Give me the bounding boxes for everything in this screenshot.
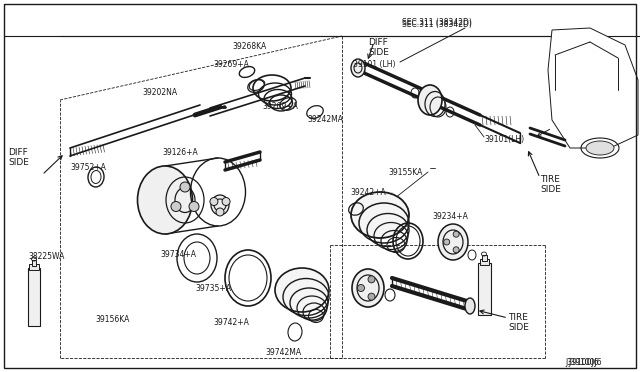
- Text: 39268KA: 39268KA: [232, 42, 266, 51]
- Circle shape: [358, 285, 365, 292]
- Ellipse shape: [586, 141, 614, 155]
- Ellipse shape: [351, 192, 409, 238]
- Text: 39752+A: 39752+A: [70, 163, 106, 172]
- Circle shape: [453, 247, 459, 253]
- Text: 39734+A: 39734+A: [160, 250, 196, 259]
- Text: DIFF
SIDE: DIFF SIDE: [8, 148, 29, 167]
- Text: 39156KA: 39156KA: [95, 315, 129, 324]
- Text: 39202NA: 39202NA: [142, 88, 177, 97]
- Ellipse shape: [418, 85, 442, 115]
- Text: 39269+A: 39269+A: [262, 102, 298, 111]
- Text: 38225WA: 38225WA: [28, 252, 65, 261]
- Circle shape: [216, 208, 224, 216]
- Text: 39101 (LH): 39101 (LH): [353, 60, 396, 69]
- Ellipse shape: [438, 224, 468, 260]
- Text: TIRE
SIDE: TIRE SIDE: [508, 313, 529, 333]
- Text: TIRE
SIDE: TIRE SIDE: [540, 175, 561, 195]
- Text: 39126+A: 39126+A: [162, 148, 198, 157]
- Text: 39242+A: 39242+A: [350, 188, 386, 197]
- Text: 39742MA: 39742MA: [265, 348, 301, 357]
- Circle shape: [189, 202, 199, 212]
- Circle shape: [453, 231, 459, 237]
- Ellipse shape: [275, 268, 329, 312]
- Ellipse shape: [352, 269, 384, 307]
- Ellipse shape: [138, 166, 193, 234]
- Circle shape: [444, 239, 450, 245]
- Text: 39735+A: 39735+A: [195, 284, 231, 293]
- Bar: [480, 259, 489, 265]
- Ellipse shape: [211, 195, 229, 215]
- Circle shape: [210, 198, 218, 205]
- Polygon shape: [548, 28, 638, 148]
- Text: DIFF
SIDE: DIFF SIDE: [368, 38, 389, 57]
- Circle shape: [222, 198, 230, 205]
- Text: SEC.311 (38342D): SEC.311 (38342D): [402, 18, 472, 27]
- Text: 39742+A: 39742+A: [213, 318, 249, 327]
- Text: 39101(LH): 39101(LH): [484, 135, 524, 144]
- Text: J39100J6: J39100J6: [565, 358, 598, 367]
- Text: J39100J6: J39100J6: [568, 358, 602, 367]
- Ellipse shape: [465, 298, 475, 314]
- Text: 39242MA: 39242MA: [307, 115, 343, 124]
- Bar: [28, 268, 40, 326]
- Bar: [32, 260, 36, 266]
- Bar: [482, 255, 487, 261]
- Circle shape: [180, 182, 190, 192]
- Text: 39234+A: 39234+A: [432, 212, 468, 221]
- Ellipse shape: [351, 59, 365, 77]
- Bar: [478, 263, 491, 315]
- Text: 39155KA: 39155KA: [388, 168, 422, 177]
- Circle shape: [368, 276, 375, 283]
- Text: 39269+A: 39269+A: [213, 60, 249, 69]
- Text: SEC.311 (38342D): SEC.311 (38342D): [402, 20, 472, 29]
- Bar: [29, 264, 39, 270]
- Circle shape: [368, 293, 375, 300]
- Circle shape: [171, 202, 181, 212]
